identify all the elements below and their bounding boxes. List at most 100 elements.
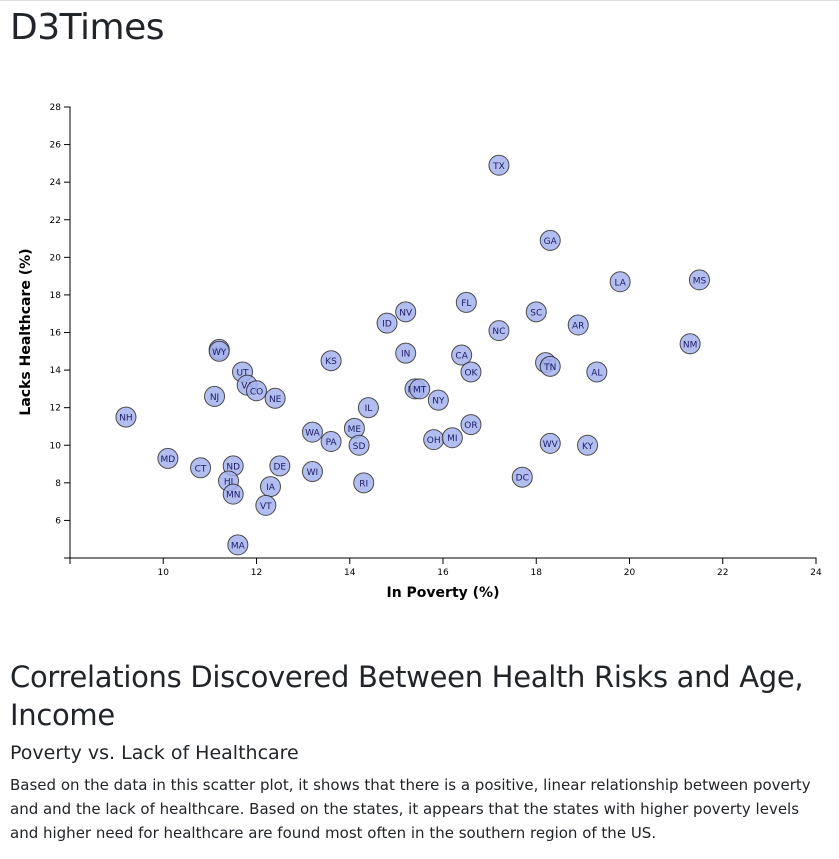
state-point[interactable]: IL bbox=[357, 397, 379, 419]
state-marker[interactable] bbox=[525, 301, 547, 323]
state-label: MA bbox=[231, 541, 246, 551]
state-marker[interactable] bbox=[246, 380, 267, 402]
state-marker[interactable] bbox=[222, 483, 244, 505]
state-marker[interactable] bbox=[269, 455, 291, 477]
state-label: CO bbox=[250, 387, 263, 397]
state-point[interactable]: AL bbox=[586, 361, 608, 383]
state-marker[interactable] bbox=[320, 350, 342, 372]
state-point[interactable]: ID bbox=[376, 312, 398, 334]
state-marker[interactable] bbox=[451, 344, 473, 366]
state-point[interactable]: OH bbox=[423, 429, 445, 451]
state-marker[interactable] bbox=[488, 154, 510, 176]
state-marker[interactable] bbox=[609, 271, 631, 293]
state-marker[interactable] bbox=[190, 457, 212, 479]
state-point[interactable]: MN bbox=[222, 483, 244, 505]
state-point[interactable]: CA bbox=[451, 344, 473, 366]
state-point[interactable]: LA bbox=[609, 271, 631, 293]
state-marker[interactable] bbox=[264, 387, 286, 409]
state-point[interactable]: IA bbox=[259, 476, 281, 498]
state-point[interactable]: NY bbox=[427, 389, 449, 411]
state-marker[interactable] bbox=[353, 472, 375, 494]
state-point[interactable]: MD bbox=[157, 447, 179, 469]
state-label: UT bbox=[236, 368, 249, 378]
state-marker[interactable] bbox=[511, 466, 533, 488]
state-label: AR bbox=[572, 321, 584, 331]
state-marker[interactable] bbox=[455, 291, 477, 313]
state-label: HI bbox=[224, 477, 233, 487]
state-point[interactable]: TX bbox=[488, 154, 510, 176]
state-point[interactable]: OK bbox=[460, 361, 482, 383]
state-point[interactable]: CO bbox=[246, 380, 267, 402]
state-point[interactable]: MA bbox=[227, 534, 249, 556]
state-marker[interactable] bbox=[488, 320, 510, 342]
y-tick-label: 8 bbox=[55, 479, 61, 489]
state-marker[interactable] bbox=[204, 385, 226, 407]
state-marker[interactable] bbox=[301, 421, 323, 443]
x-tick-label: 20 bbox=[624, 568, 636, 578]
state-marker[interactable] bbox=[301, 461, 323, 483]
state-point[interactable]: FL bbox=[455, 291, 477, 313]
state-label: WI bbox=[307, 468, 319, 478]
state-point[interactable]: NH bbox=[115, 406, 137, 428]
state-label: SD bbox=[353, 442, 366, 452]
state-marker[interactable] bbox=[348, 434, 370, 456]
state-point[interactable]: RI bbox=[353, 472, 375, 494]
state-marker[interactable] bbox=[460, 361, 482, 383]
state-point[interactable]: TN bbox=[539, 355, 561, 377]
state-point[interactable]: WY bbox=[208, 340, 230, 362]
state-marker[interactable] bbox=[679, 333, 701, 355]
state-marker[interactable] bbox=[208, 340, 230, 362]
state-point[interactable]: NJ bbox=[204, 385, 226, 407]
state-marker[interactable] bbox=[395, 301, 417, 323]
state-point[interactable]: SC bbox=[525, 301, 547, 323]
state-marker[interactable] bbox=[255, 494, 277, 516]
state-point[interactable]: KS bbox=[320, 350, 342, 372]
state-marker[interactable] bbox=[539, 432, 561, 454]
state-marker[interactable] bbox=[395, 342, 417, 364]
state-point[interactable]: NM bbox=[679, 333, 701, 355]
state-point[interactable]: CT bbox=[190, 457, 212, 479]
state-marker[interactable] bbox=[357, 397, 379, 419]
state-point[interactable]: AR bbox=[567, 314, 589, 336]
state-point[interactable]: NV bbox=[395, 301, 417, 323]
state-marker[interactable] bbox=[586, 361, 608, 383]
state-point[interactable]: DC bbox=[511, 466, 533, 488]
state-marker[interactable] bbox=[115, 406, 137, 428]
state-marker[interactable] bbox=[577, 434, 599, 456]
state-marker[interactable] bbox=[376, 312, 398, 334]
analysis-text: Based on the data in this scatter plot, … bbox=[10, 776, 811, 842]
state-marker[interactable] bbox=[320, 430, 342, 452]
state-point[interactable]: MI bbox=[441, 427, 463, 449]
state-point[interactable]: KY bbox=[577, 434, 599, 456]
state-marker[interactable] bbox=[539, 229, 561, 251]
state-marker[interactable] bbox=[441, 427, 463, 449]
state-marker[interactable] bbox=[460, 414, 482, 436]
state-point[interactable]: WI bbox=[301, 461, 323, 483]
state-label: MI bbox=[447, 434, 457, 444]
state-point[interactable]: MS bbox=[688, 269, 710, 291]
state-point[interactable]: WV bbox=[539, 432, 561, 454]
x-axis-label: In Poverty (%) bbox=[387, 585, 500, 601]
state-marker[interactable] bbox=[567, 314, 589, 336]
state-point[interactable]: NE bbox=[264, 387, 286, 409]
state-point[interactable]: OR bbox=[460, 414, 482, 436]
state-marker[interactable] bbox=[427, 389, 449, 411]
state-marker[interactable] bbox=[409, 378, 431, 400]
state-marker[interactable] bbox=[227, 534, 249, 556]
state-label: NY bbox=[432, 397, 445, 407]
y-axis: 6 8 10 12 14 16 18 20 22 24 26 28 bbox=[50, 103, 71, 559]
state-point[interactable]: DE bbox=[269, 455, 291, 477]
x-axis: 10 12 14 16 18 20 22 24 bbox=[69, 557, 822, 578]
state-point[interactable]: GA bbox=[539, 229, 561, 251]
state-point[interactable]: MT bbox=[409, 378, 431, 400]
state-point[interactable]: SD bbox=[348, 434, 370, 456]
state-label: NC bbox=[492, 327, 505, 337]
state-point[interactable]: NC bbox=[488, 320, 510, 342]
state-point[interactable]: PA bbox=[320, 430, 342, 452]
state-marker[interactable] bbox=[157, 447, 179, 469]
state-point[interactable]: WA bbox=[301, 421, 323, 443]
state-point[interactable]: VT bbox=[255, 494, 277, 516]
state-point[interactable]: IN bbox=[395, 342, 417, 364]
state-marker[interactable] bbox=[539, 355, 561, 377]
state-marker[interactable] bbox=[688, 269, 710, 291]
